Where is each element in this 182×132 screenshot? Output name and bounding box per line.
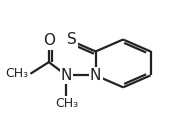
Text: CH₃: CH₃	[5, 67, 28, 80]
Text: S: S	[67, 32, 77, 47]
Text: CH₃: CH₃	[55, 97, 78, 110]
Text: O: O	[43, 33, 55, 48]
Text: N: N	[90, 68, 101, 83]
Text: N: N	[61, 68, 72, 83]
